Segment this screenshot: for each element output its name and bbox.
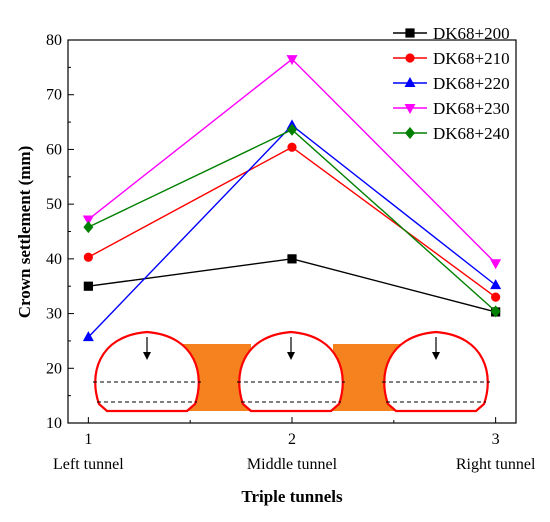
series-line — [88, 146, 497, 298]
y-tick-label: 30 — [46, 306, 62, 323]
series-3 — [82, 119, 502, 342]
data-point — [83, 221, 94, 234]
legend-marker — [405, 28, 415, 38]
x-tick-label: 1 — [84, 431, 92, 448]
data-point — [491, 292, 501, 302]
tunnel-section-2 — [237, 330, 345, 413]
legend-label: DK68+200 — [433, 24, 510, 43]
series-1 — [83, 254, 501, 317]
settlement-arrow-head — [432, 352, 440, 360]
settlement-arrow-head — [143, 352, 151, 360]
data-point — [82, 215, 94, 226]
y-tick-label: 60 — [46, 141, 62, 158]
legend-marker — [405, 127, 415, 139]
series-line — [88, 128, 497, 312]
data-point — [83, 281, 93, 291]
y-tick-label: 50 — [46, 196, 62, 213]
legend-item: DK68+200 — [393, 24, 510, 43]
data-point — [287, 254, 297, 264]
series-4 — [82, 55, 502, 270]
legend-label: DK68+240 — [433, 124, 510, 143]
y-tick-label: 20 — [46, 360, 62, 377]
legend-label: DK68+230 — [433, 99, 510, 118]
series-layer — [82, 55, 502, 342]
legend: DK68+200 DK68+210 DK68+220 DK68+230 DK68+240 — [393, 24, 510, 143]
legend-label: DK68+210 — [433, 49, 510, 68]
y-axis-title: Crown settlement (mm) — [15, 146, 34, 318]
y-tick-label: 70 — [46, 87, 62, 104]
legend-item: DK68+240 — [393, 124, 510, 143]
axes: 10 20 30 40 50 60 70 80 1 Left tunnel 2 Middle tunn… — [46, 32, 536, 473]
x-tick-label: 3 — [492, 431, 500, 448]
legend-marker — [404, 77, 416, 87]
y-tick-label: 80 — [46, 32, 62, 49]
y-tick-label: 10 — [46, 415, 62, 432]
legend-item: DK68+210 — [393, 49, 510, 68]
x-category-label: Middle tunnel — [247, 456, 338, 473]
data-point — [490, 305, 501, 318]
data-point — [490, 259, 502, 270]
data-point — [490, 279, 502, 290]
x-category-label: Right tunnel — [456, 456, 536, 473]
data-point — [287, 142, 297, 152]
legend-marker — [404, 104, 416, 114]
series-line — [87, 124, 497, 338]
data-point — [83, 252, 93, 262]
tunnel-section-inset — [93, 330, 490, 413]
x-tick-label: 2 — [288, 431, 296, 448]
series-2 — [83, 142, 501, 302]
tunnel-section-1 — [93, 330, 201, 413]
data-point — [287, 123, 297, 136]
data-point — [82, 331, 94, 342]
legend-item: DK68+220 — [393, 74, 510, 93]
tunnel-lining — [383, 330, 489, 413]
legend-label: DK68+220 — [433, 74, 510, 93]
y-tick-label: 40 — [46, 251, 62, 268]
tunnel-lining — [238, 330, 344, 413]
series-5 — [83, 123, 501, 318]
x-category-label: Left tunnel — [53, 456, 124, 473]
x-axis-title: Triple tunnels — [241, 487, 343, 506]
legend-marker — [405, 53, 415, 63]
settlement-arrow-head — [287, 352, 295, 360]
tunnel-section-3 — [382, 330, 490, 413]
legend-item: DK68+230 — [393, 99, 510, 118]
tunnel-lining — [94, 330, 200, 413]
series-line — [88, 258, 496, 313]
data-point — [286, 55, 298, 66]
